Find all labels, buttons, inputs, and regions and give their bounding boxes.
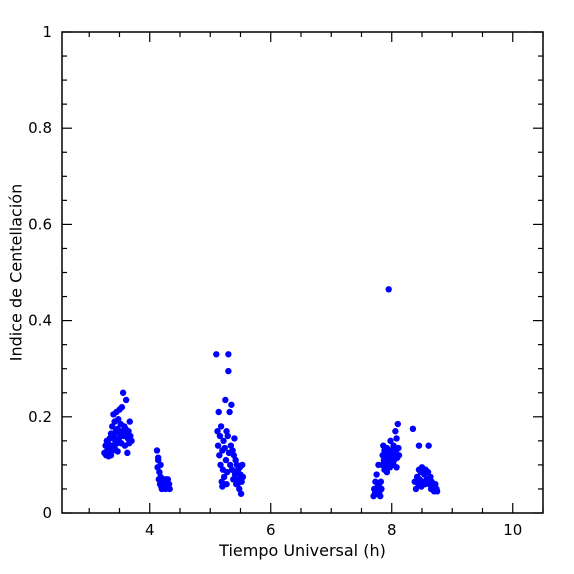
y-tick-label: 0.4 bbox=[28, 312, 52, 330]
data-point bbox=[213, 351, 220, 358]
data-point bbox=[223, 480, 230, 488]
y-tick-label: 0.6 bbox=[28, 215, 52, 233]
data-point bbox=[218, 478, 225, 485]
data-point bbox=[229, 447, 236, 454]
data-point bbox=[166, 485, 173, 493]
data-point bbox=[378, 485, 385, 493]
data-point bbox=[394, 420, 401, 428]
data-point bbox=[110, 432, 118, 440]
data-point bbox=[387, 437, 394, 445]
data-point bbox=[127, 432, 134, 440]
data-point bbox=[234, 480, 241, 488]
data-point bbox=[119, 389, 127, 396]
x-tick-label: 10 bbox=[503, 521, 522, 539]
y-tick-labels: 0 0.2 0.4 0.6 0.8 1 bbox=[28, 23, 52, 522]
data-point bbox=[223, 428, 230, 435]
data-point bbox=[424, 468, 432, 476]
data-point bbox=[216, 452, 223, 459]
data-point bbox=[217, 423, 225, 430]
data-point bbox=[216, 432, 224, 440]
y-tick-label: 1 bbox=[42, 23, 52, 41]
data-point bbox=[215, 408, 222, 416]
data-point bbox=[214, 428, 221, 435]
data-point bbox=[126, 418, 133, 425]
data-point bbox=[114, 448, 121, 455]
data-point bbox=[165, 480, 173, 488]
data-point bbox=[222, 396, 229, 404]
data-point bbox=[433, 488, 441, 495]
data-points bbox=[101, 286, 441, 500]
data-point bbox=[221, 444, 228, 452]
data-point bbox=[425, 442, 432, 449]
data-point bbox=[239, 461, 246, 469]
data-point bbox=[236, 485, 243, 493]
data-point bbox=[228, 401, 235, 408]
data-point bbox=[162, 476, 170, 483]
data-point bbox=[125, 428, 132, 435]
data-point bbox=[230, 452, 238, 459]
data-point bbox=[224, 432, 231, 440]
data-point bbox=[230, 476, 237, 483]
data-point bbox=[377, 478, 385, 485]
data-point bbox=[109, 423, 116, 430]
data-point bbox=[226, 408, 233, 416]
data-point bbox=[158, 485, 166, 493]
data-point bbox=[115, 435, 123, 442]
data-point bbox=[225, 367, 232, 375]
data-point bbox=[226, 461, 234, 469]
data-point bbox=[114, 425, 121, 433]
data-point bbox=[239, 473, 247, 481]
data-point bbox=[373, 471, 380, 478]
data-point bbox=[228, 466, 236, 473]
data-point bbox=[432, 480, 439, 488]
data-point bbox=[392, 428, 399, 435]
data-point bbox=[217, 461, 224, 469]
data-point bbox=[107, 452, 115, 459]
data-point bbox=[377, 492, 384, 500]
x-axis-label: Tiempo Universal (h) bbox=[218, 541, 386, 560]
y-tick-label: 0.8 bbox=[28, 119, 52, 137]
x-tick-labels: 4 6 8 10 bbox=[145, 521, 522, 539]
data-point bbox=[415, 442, 423, 449]
axis-ticks bbox=[62, 31, 544, 514]
data-point bbox=[390, 442, 397, 449]
data-point bbox=[223, 468, 231, 476]
x-tick-label: 4 bbox=[145, 521, 155, 539]
data-point bbox=[214, 442, 222, 449]
x-tick-label: 8 bbox=[387, 521, 397, 539]
data-point bbox=[225, 351, 232, 358]
data-point bbox=[115, 416, 122, 423]
data-point bbox=[395, 452, 403, 459]
data-point bbox=[153, 447, 161, 454]
x-tick-label: 6 bbox=[266, 521, 276, 539]
data-point bbox=[220, 473, 228, 481]
data-point bbox=[124, 449, 131, 457]
y-axis-label: Indice de Centellación bbox=[7, 184, 26, 361]
data-point bbox=[237, 490, 245, 497]
data-point bbox=[155, 454, 162, 461]
y-tick-label: 0.2 bbox=[28, 408, 52, 426]
data-point bbox=[409, 425, 417, 433]
data-point bbox=[383, 468, 391, 476]
data-point bbox=[393, 464, 400, 471]
data-point bbox=[427, 473, 434, 481]
data-point bbox=[157, 461, 164, 469]
data-point bbox=[393, 435, 400, 442]
data-point bbox=[128, 437, 135, 445]
data-point bbox=[222, 456, 230, 464]
data-point bbox=[231, 435, 238, 442]
data-point bbox=[122, 396, 130, 404]
data-point bbox=[412, 485, 420, 493]
data-point bbox=[395, 444, 402, 452]
data-point bbox=[415, 466, 423, 473]
data-point bbox=[385, 286, 392, 293]
y-tick-label: 0 bbox=[42, 504, 52, 522]
data-point bbox=[232, 456, 239, 464]
data-point bbox=[227, 442, 235, 449]
data-point bbox=[156, 468, 163, 476]
data-point bbox=[118, 403, 126, 411]
data-point bbox=[220, 437, 227, 445]
